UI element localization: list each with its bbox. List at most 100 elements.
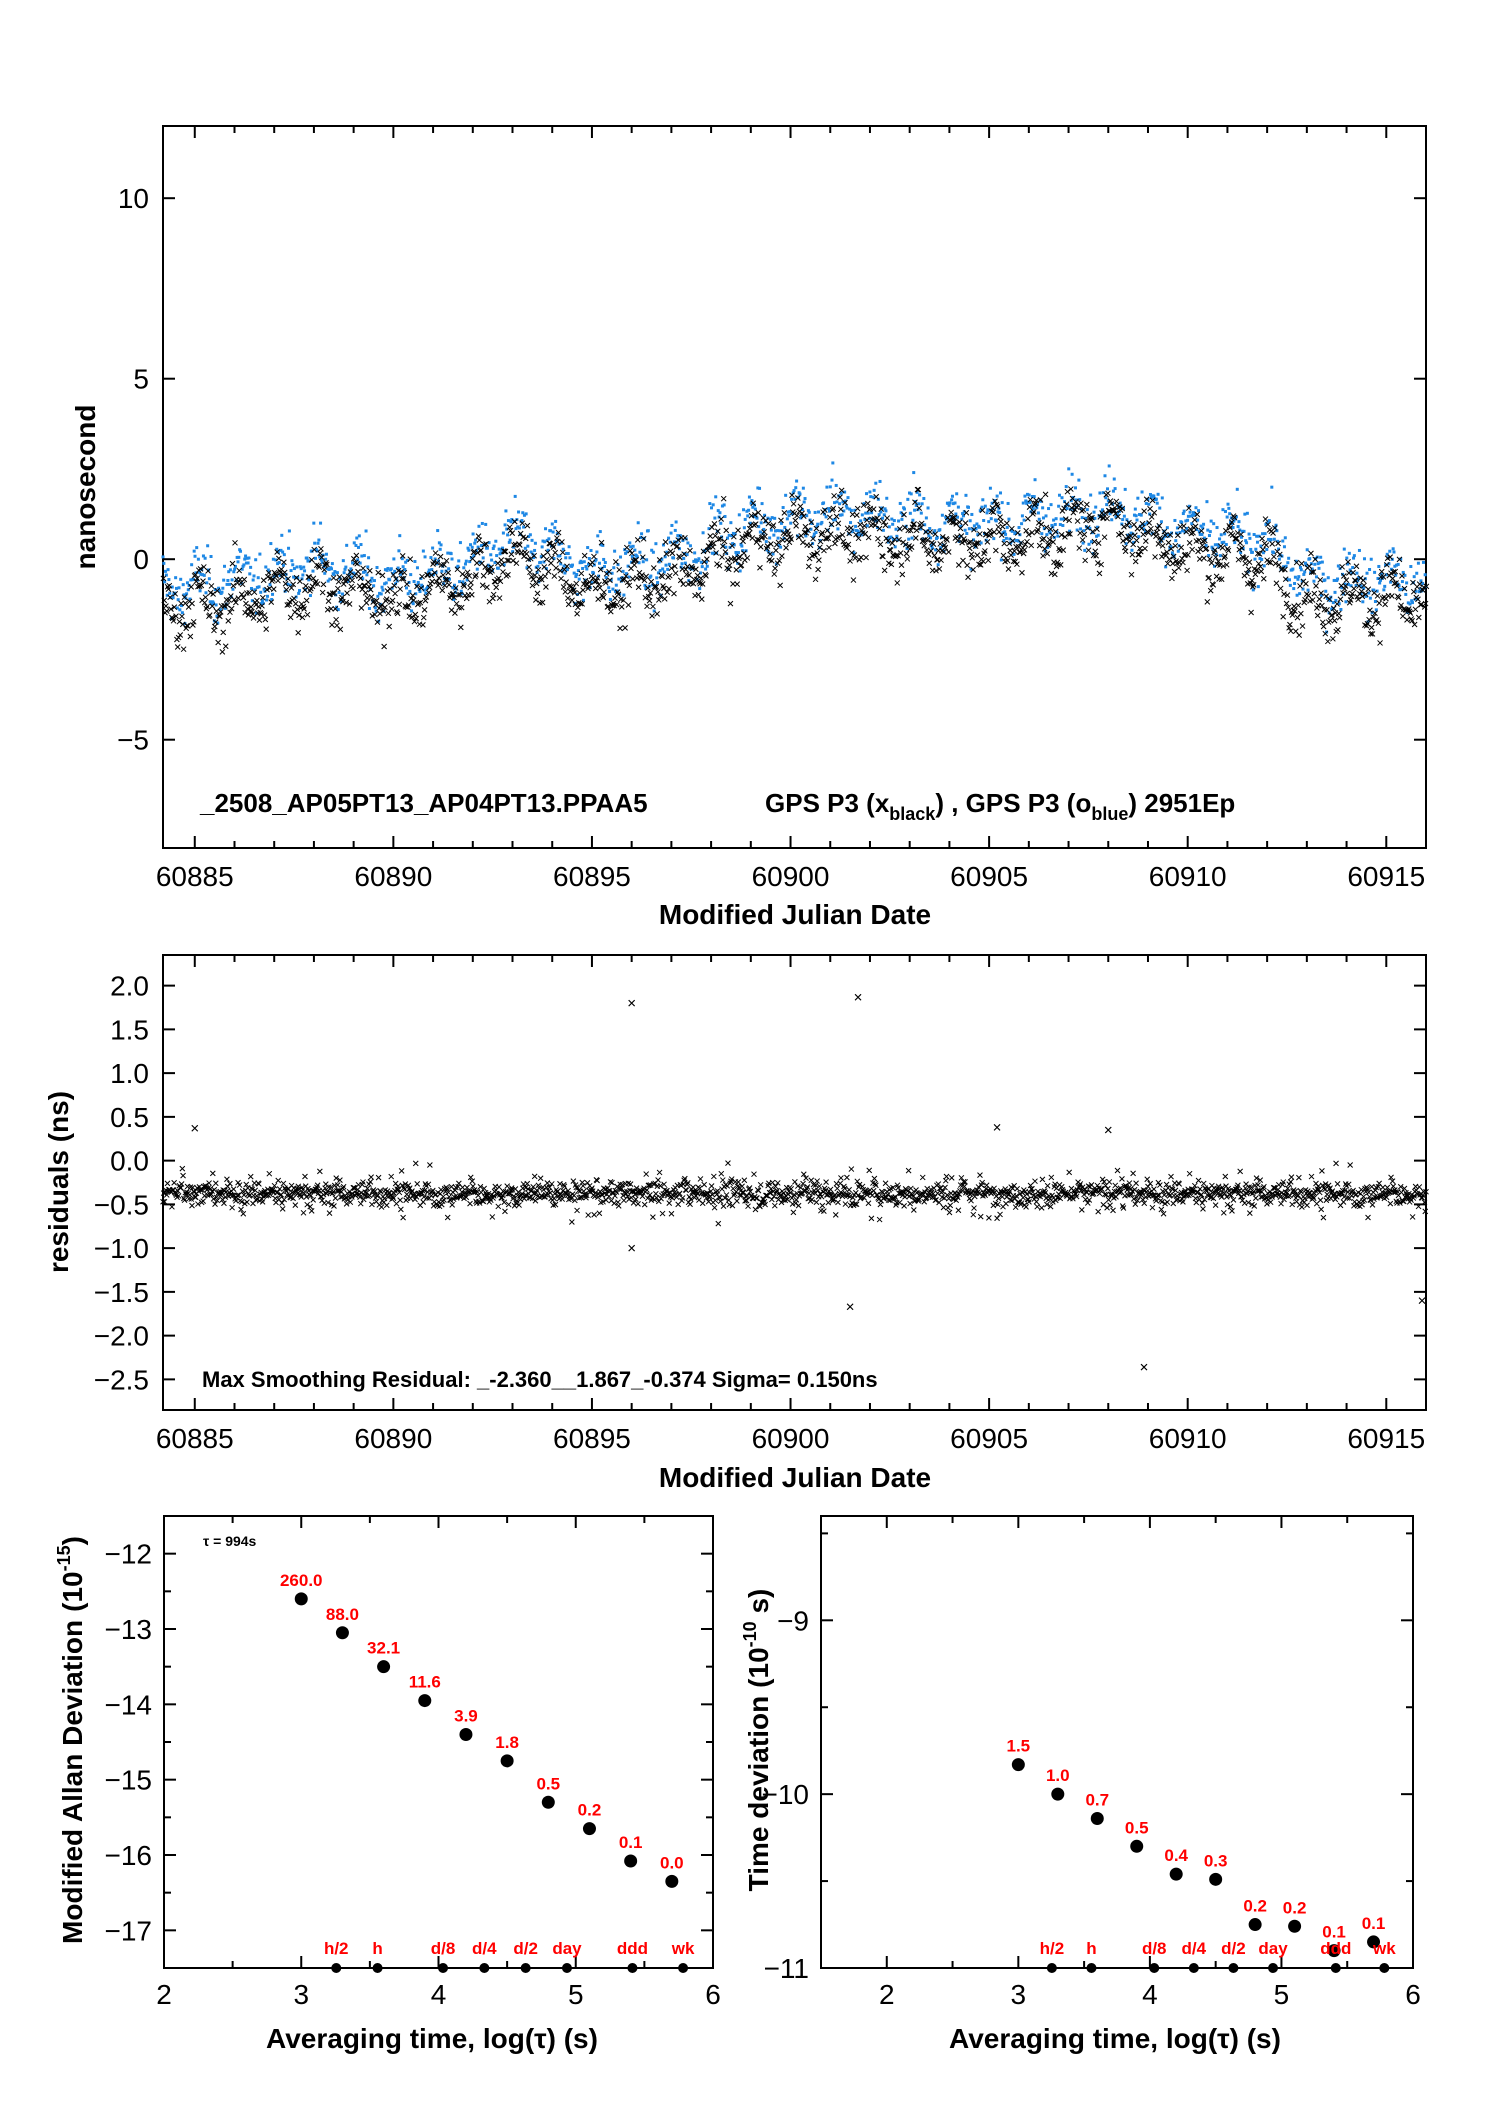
phase-black-point [1025,515,1031,522]
residual-point [1070,1195,1076,1202]
residual-point [224,1176,230,1183]
phase-black-point [259,594,266,601]
phase-blue-point [1395,563,1399,567]
phase-blue-point [530,538,534,542]
phase-blue-point [372,584,376,588]
residual-point [230,1192,236,1199]
phase-black-point [677,577,684,584]
phase-blue-point [388,578,392,582]
residual-point [718,1170,725,1177]
phase-blue-point [405,586,409,590]
legend-part-2: ) , GPS P3 (o [935,788,1091,818]
phase-black-point [645,593,652,600]
phase-blue-point [707,527,711,531]
phase-black-point [722,549,729,555]
phase-black-point [1223,561,1230,568]
phase-blue-point [1330,607,1334,611]
phase-blue-point [852,551,856,555]
phase-black-point [281,569,288,576]
phase-black-point [1297,583,1303,589]
phase-black-point [594,574,601,581]
phase-blue-point [1346,562,1350,566]
phase-blue-point [422,588,426,592]
phase-blue-point [474,549,478,553]
phase-black-point [166,582,173,589]
phase-black-point [288,585,295,591]
phase-black-point [1115,513,1121,520]
phase-blue-point [624,572,628,576]
phase-axes: 60885 60890 60895 60900 60905 60910 60915−5051… [117,126,1427,892]
residual-point [687,1201,693,1208]
phase-blue-point [860,513,864,517]
mdev-marker-label: h [372,1939,382,1958]
residual-outlier-point [191,1124,199,1132]
phase-black-point [323,559,329,566]
phase-blue-point [1107,464,1111,468]
residual-point [360,1196,367,1203]
mdev-point [665,1874,679,1888]
phase-blue-point [540,545,544,549]
phase-black-point [921,542,928,549]
phase-blue-point [786,510,790,514]
phase-black-point [190,618,197,625]
phase-black-point [1082,557,1089,564]
phase-blue-point [1133,507,1137,511]
residual-point [467,1174,474,1181]
phase-black-point [273,573,280,579]
phase-black-point [1083,517,1089,524]
phase-blue-point [722,503,726,507]
residual-point [1388,1174,1394,1181]
phase-blue-point [1337,602,1341,606]
phase-blue-point [1346,582,1350,586]
phase-black-point [463,574,469,580]
phase-blue-point [976,533,980,537]
phase-black-point [888,561,895,568]
phase-blue-point [1057,504,1061,508]
phase-blue-point [1175,526,1179,530]
residual-point [873,1182,879,1189]
phase-black-point [926,560,933,567]
residual-point [340,1183,347,1190]
residual-point [445,1189,452,1196]
phase-black-point [650,603,656,610]
phase-black-point [1415,614,1422,621]
residual-point [569,1219,575,1225]
phase-blue-point [424,591,428,595]
residual-point [1052,1197,1059,1204]
phase-black-point [778,517,784,524]
phase-blue-point [213,587,217,591]
phase-blue-point [1000,501,1004,505]
phase-blue-point [617,577,621,581]
phase-black-point [992,498,998,505]
phase-blue-point [845,506,849,510]
phase-blue-point [635,555,639,559]
phase-blue-point [1313,562,1317,566]
phase-black-point [317,550,323,557]
phase-blue-point [1350,571,1354,575]
residual-point [907,1200,913,1207]
phase-black-point [881,567,888,574]
phase-blue-point [1255,534,1259,538]
residual-outlier-point [993,1123,1001,1131]
phase-black-point [971,526,977,533]
phase-black-point [1180,559,1186,566]
phase-black-point [1174,532,1181,539]
phase-blue-point [1180,520,1184,524]
phase-blue-point [805,514,809,518]
residual-point [1245,1199,1252,1206]
phase-blue-point [1248,536,1252,540]
phase-black-point [908,544,915,551]
phase-blue-point [1154,497,1158,501]
phase-blue-point [373,606,377,610]
phase-black-point [987,531,994,538]
mdev-marker-dot [331,1963,342,1973]
phase-black-point [557,567,564,574]
phase-blue-point [298,565,302,569]
phase-black-point [693,566,699,573]
phase-black-point [1132,558,1139,565]
residual-point [708,1183,715,1189]
residual-point [681,1175,688,1182]
mdev-axes: 2 3 4 5 6−17−16−15−14−13−12 [105,1515,721,2010]
phase-black-point [385,610,392,617]
phase-blue-point [504,509,508,513]
